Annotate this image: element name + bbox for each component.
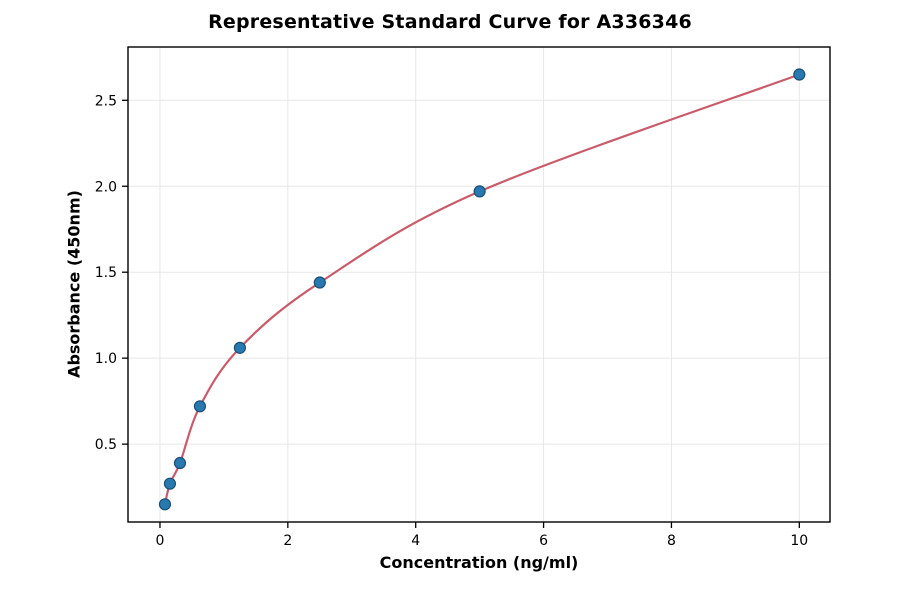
y-axis-label: Absorbance (450nm) <box>64 190 84 378</box>
y-tick-label: 2.5 <box>95 93 117 109</box>
x-tick-label: 10 <box>790 533 808 549</box>
y-tick-label: 1.0 <box>95 351 117 367</box>
data-point <box>173 456 187 470</box>
x-tick-label: 6 <box>539 533 548 549</box>
plot-border <box>127 46 831 523</box>
y-tick-label: 2.0 <box>95 179 117 195</box>
y-tick-label: 1.5 <box>95 265 117 281</box>
chart-title: Representative Standard Curve for A33634… <box>208 11 692 33</box>
data-point <box>793 68 806 81</box>
data-point <box>163 477 177 490</box>
x-tick-label: 4 <box>411 533 420 549</box>
data-point <box>313 276 326 289</box>
x-tick-label: 8 <box>667 533 676 549</box>
data-point <box>158 498 172 511</box>
data-point <box>473 185 486 198</box>
x-tick-label: 2 <box>283 533 292 549</box>
x-axis-label: Concentration (ng/ml) <box>379 553 579 572</box>
data-point <box>233 341 246 354</box>
y-tick-label: 0.5 <box>95 437 117 453</box>
fit-curve <box>163 73 801 506</box>
data-point <box>193 400 207 413</box>
x-tick-label: 0 <box>156 533 165 549</box>
